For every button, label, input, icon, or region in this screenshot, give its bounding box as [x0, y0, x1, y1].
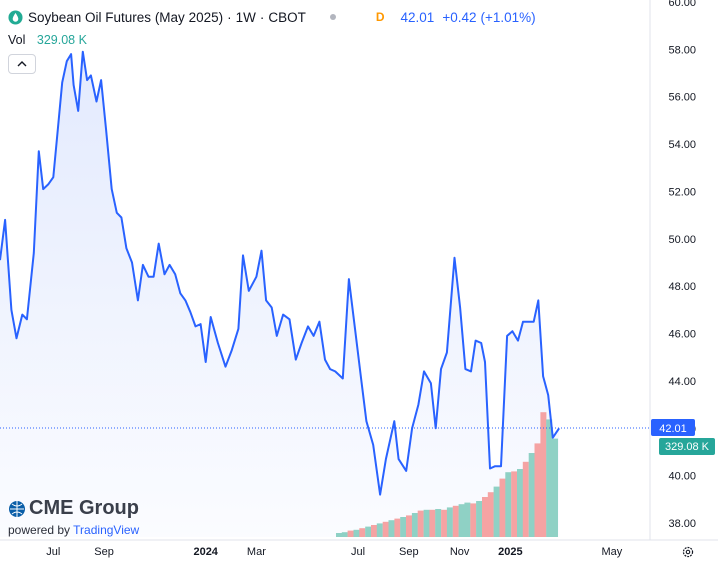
- volume-value: 329.08 K: [36, 33, 87, 47]
- volume-bar: [493, 486, 500, 537]
- volume-bar: [470, 503, 477, 537]
- y-tick-label: 52.00: [668, 187, 696, 199]
- chart-header: Soybean Oil Futures (May 2025) · 1W · CB…: [8, 7, 536, 27]
- volume-bar: [371, 525, 377, 537]
- volume-bar: [435, 509, 442, 537]
- last-price: 42.01: [400, 9, 435, 25]
- cme-logo: CME Group: [8, 497, 139, 520]
- price-change-percent: (+1.01%): [480, 9, 536, 25]
- price-badge: [651, 419, 695, 436]
- branding-logo[interactable]: CME Group powered by TradingView: [8, 497, 139, 537]
- volume-bar: [441, 509, 448, 537]
- y-tick-label: 58.00: [668, 44, 696, 56]
- price-badge-label: 42.01: [659, 423, 687, 435]
- y-tick-label: 40.00: [668, 471, 696, 483]
- price-area-fill: [0, 51, 560, 537]
- volume-bar: [446, 507, 453, 537]
- x-tick-label: Nov: [450, 546, 470, 558]
- status-dot-icon: [329, 14, 336, 20]
- y-tick-label: 48.00: [668, 281, 696, 293]
- volume-bar: [336, 533, 342, 537]
- volume-bar: [546, 419, 553, 537]
- volume-bar: [476, 501, 483, 537]
- volume-bar: [511, 471, 518, 537]
- volume-bar: [347, 530, 354, 537]
- volume-bar: [359, 528, 366, 537]
- volume-bar: [452, 505, 459, 537]
- x-tick-label: May: [602, 546, 623, 558]
- y-tick-label: 54.00: [668, 139, 696, 151]
- volume-badge-label: 329.08 K: [665, 441, 710, 453]
- y-tick-label: 46.00: [668, 329, 696, 341]
- chevron-up-icon: [17, 61, 27, 67]
- x-tick-label: 2025: [498, 546, 522, 558]
- volume-bar: [458, 504, 465, 537]
- header-separator: ·: [259, 9, 265, 25]
- x-tick-label: Jul: [46, 546, 60, 558]
- price-change: +0.42: [442, 9, 477, 25]
- volume-label: Vol: [8, 33, 26, 47]
- header-separator: ·: [227, 9, 232, 25]
- volume-bar: [365, 526, 372, 537]
- price-line[interactable]: [0, 50, 560, 496]
- powered-by: powered by TradingView: [8, 523, 139, 537]
- volume-bar: [528, 453, 535, 537]
- logo-text: CME Group: [29, 497, 139, 519]
- volume-bar: [499, 478, 506, 537]
- volume-bar: [417, 510, 424, 537]
- collapse-legend-button[interactable]: [8, 54, 36, 74]
- interval-label[interactable]: 1W: [235, 9, 256, 25]
- volume-bar: [534, 443, 541, 537]
- volume-bar: [487, 492, 494, 537]
- x-tick-label: Sep: [94, 546, 114, 558]
- volume-bar: [540, 412, 547, 537]
- gear-icon[interactable]: [681, 545, 695, 559]
- platform-name: TradingView: [73, 523, 140, 537]
- y-tick-label: 56.00: [668, 92, 696, 104]
- x-tick-label: Mar: [247, 546, 266, 558]
- volume-bar: [376, 523, 383, 537]
- volume-bar: [382, 521, 389, 537]
- volume-bar: [482, 497, 488, 537]
- y-tick-label: 44.00: [668, 376, 696, 388]
- volume-bar: [388, 520, 395, 537]
- volume-badge: [659, 438, 715, 455]
- volume-bar: [429, 509, 436, 537]
- volume-bar: [552, 438, 558, 537]
- y-tick-label: 38.00: [668, 518, 696, 530]
- volume-bar: [353, 529, 360, 537]
- cme-globe-icon: [9, 500, 25, 517]
- symbol-title: Soybean Oil Futures (May 2025): [28, 9, 224, 25]
- volume-bar: [341, 532, 348, 537]
- x-tick-label: Jul: [351, 546, 365, 558]
- volume-legend: Vol 329.08 K: [8, 33, 87, 47]
- x-tick-label: 2024: [193, 546, 218, 558]
- volume-bar: [400, 517, 407, 537]
- volume-bar: [423, 509, 430, 537]
- x-tick-label: Sep: [399, 546, 419, 558]
- powered-by-label: powered by: [8, 523, 71, 537]
- y-tick-label: 50.00: [668, 234, 696, 246]
- volume-bar: [517, 469, 523, 537]
- volume-bar: [522, 461, 529, 537]
- volume-bar: [394, 518, 401, 537]
- volume-bar: [505, 472, 512, 537]
- volume-bar: [464, 502, 471, 537]
- green-drop-icon: [8, 9, 23, 25]
- volume-bar: [411, 513, 418, 537]
- delayed-marker[interactable]: D: [375, 10, 385, 24]
- exchange-label: CBOT: [268, 9, 306, 25]
- volume-bar: [406, 515, 412, 537]
- y-tick-label: 60.00: [668, 0, 696, 9]
